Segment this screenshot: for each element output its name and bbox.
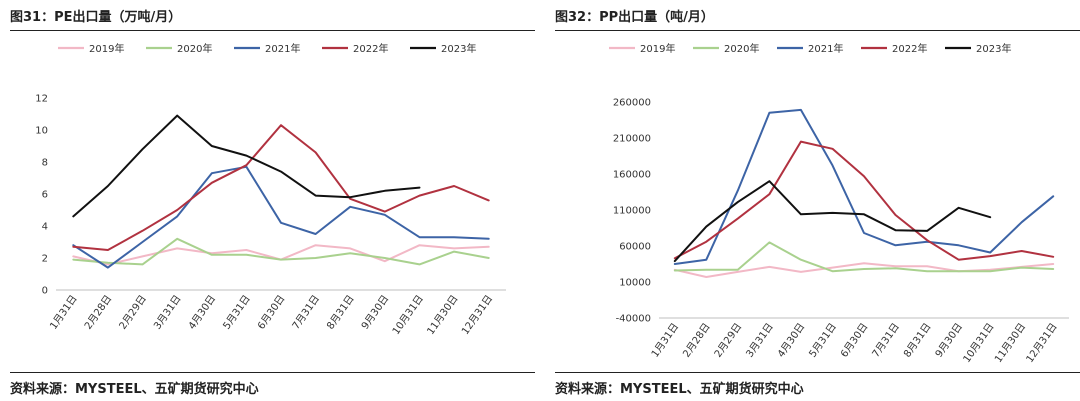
legend-item: 2023年 [410, 42, 476, 55]
y-tick-label: 4 [42, 222, 48, 233]
bottom-rule [10, 372, 535, 373]
series-line-2023年 [673, 180, 992, 263]
legend-label: 2020年 [724, 42, 759, 55]
x-tick-label: 2月28日 [681, 321, 713, 360]
y-tick-label: 160000 [613, 170, 651, 181]
legend-label: 2021年 [808, 42, 843, 55]
series-line-2021年 [673, 108, 1055, 265]
y-tick-label: 2 [42, 254, 48, 265]
x-tick-label: 2月29日 [117, 293, 149, 332]
legend-label: 2020年 [177, 42, 212, 55]
x-tick-label: 11月30日 [425, 293, 461, 337]
y-tick-label: 8 [42, 158, 48, 169]
x-tick-label: 8月31日 [901, 321, 933, 360]
y-tick-label: 10000 [619, 278, 651, 289]
y-tick-label: 260000 [613, 98, 651, 109]
x-tick-label: 2月28日 [82, 293, 114, 332]
series-group [673, 108, 1055, 278]
series-line-2022年 [72, 124, 490, 251]
x-tick-label: 1月31日 [649, 321, 681, 360]
top-rule [555, 30, 1080, 31]
x-tick-label: 9月30日 [933, 321, 965, 360]
legend-item: 2022年 [322, 42, 388, 55]
y-axis: -40000 10000 60000 110000 160000 210000 260000 [613, 98, 651, 325]
legend-label: 2019年 [89, 42, 124, 55]
x-tick-label: 9月30日 [359, 293, 391, 332]
x-tick-label: 5月31日 [807, 321, 839, 360]
x-tick-label: 7月31日 [290, 293, 322, 332]
x-tick-label: 2月29日 [712, 321, 744, 360]
legend-item: 2023年 [945, 42, 1011, 55]
x-tick-label: 1月31日 [48, 293, 80, 332]
chart-panel-pp-exports: 图32：PP出口量（吨/月） 2019年 2020年 2021年 2022年 2023年… [555, 0, 1080, 401]
series-line-2021年 [72, 165, 490, 269]
x-tick-label: 10月31日 [390, 293, 426, 337]
y-tick-label: 10 [35, 126, 48, 137]
x-tick-label: 6月30日 [255, 293, 287, 332]
series-line-2023年 [72, 114, 421, 218]
y-tick-label: 6 [42, 190, 48, 201]
legend-item: 2021年 [777, 42, 843, 55]
legend-label: 2022年 [353, 42, 388, 55]
series-line-2020年 [673, 241, 1055, 273]
x-tick-label: 3月31日 [151, 293, 183, 332]
x-tick-label: 4月30日 [775, 321, 807, 360]
chart-panel-pe-exports: 图31：PE出口量（万吨/月） 2019年 2020年 2021年 2022年 2023… [10, 0, 535, 401]
legend-label: 2021年 [265, 42, 300, 55]
top-rule [10, 30, 535, 31]
legend-item: 2020年 [693, 42, 759, 55]
x-tick-label: 10月31日 [961, 321, 997, 365]
bottom-rule [555, 372, 1080, 373]
x-tick-label: 4月30日 [186, 293, 218, 332]
legend-item: 2019年 [609, 42, 675, 55]
y-tick-label: 210000 [613, 134, 651, 145]
legend-item: 2020年 [146, 42, 212, 55]
chart-title: 图31：PE出口量（万吨/月） [10, 10, 182, 25]
x-tick-label: 8月31日 [324, 293, 356, 332]
series-group [72, 114, 490, 269]
legend-item: 2021年 [234, 42, 300, 55]
legend-item: 2019年 [58, 42, 124, 55]
series-line-2019年 [673, 262, 1055, 278]
y-tick-label: 12 [35, 94, 48, 105]
pp-export-line-chart: 2019年 2020年 2021年 2022年 2023年 -40000 10000 6000… [609, 42, 1069, 365]
legend-item: 2022年 [861, 42, 927, 55]
legend: 2019年 2020年 2021年 2022年 2023年 [609, 42, 1011, 55]
legend-label: 2023年 [976, 42, 1011, 55]
x-tick-label: 12月31日 [1024, 321, 1060, 365]
x-tick-label: 6月30日 [838, 321, 870, 360]
x-tick-label: 11月30日 [992, 321, 1028, 365]
x-tick-label: 3月31日 [744, 321, 776, 360]
legend-label: 2022年 [892, 42, 927, 55]
y-tick-label: -40000 [616, 314, 651, 325]
series-line-2022年 [673, 140, 1055, 261]
y-tick-label: 0 [42, 286, 48, 297]
y-axis: 0 2 4 6 8 10 12 [35, 94, 48, 297]
x-axis: 1月31日 2月28日 2月29日 3月31日 4月30日 5月31日 6月30日 7月31日… [649, 321, 1060, 365]
x-tick-label: 5月31日 [221, 293, 253, 332]
source-note: 资料来源：MYSTEEL、五矿期货研究中心 [10, 382, 259, 397]
y-tick-label: 60000 [619, 242, 651, 253]
chart-title: 图32：PP出口量（吨/月） [555, 10, 714, 25]
legend: 2019年 2020年 2021年 2022年 2023年 [58, 42, 476, 55]
source-note: 资料来源：MYSTEEL、五矿期货研究中心 [555, 382, 804, 397]
x-tick-label: 7月31日 [870, 321, 902, 360]
legend-label: 2019年 [640, 42, 675, 55]
series-line-2020年 [72, 237, 490, 266]
x-axis: 1月31日 2月28日 2月29日 3月31日 4月30日 5月31日 6月30日 7月31日… [48, 293, 496, 337]
x-tick-label: 12月31日 [459, 293, 495, 337]
legend-label: 2023年 [441, 42, 476, 55]
y-tick-label: 110000 [613, 206, 651, 217]
